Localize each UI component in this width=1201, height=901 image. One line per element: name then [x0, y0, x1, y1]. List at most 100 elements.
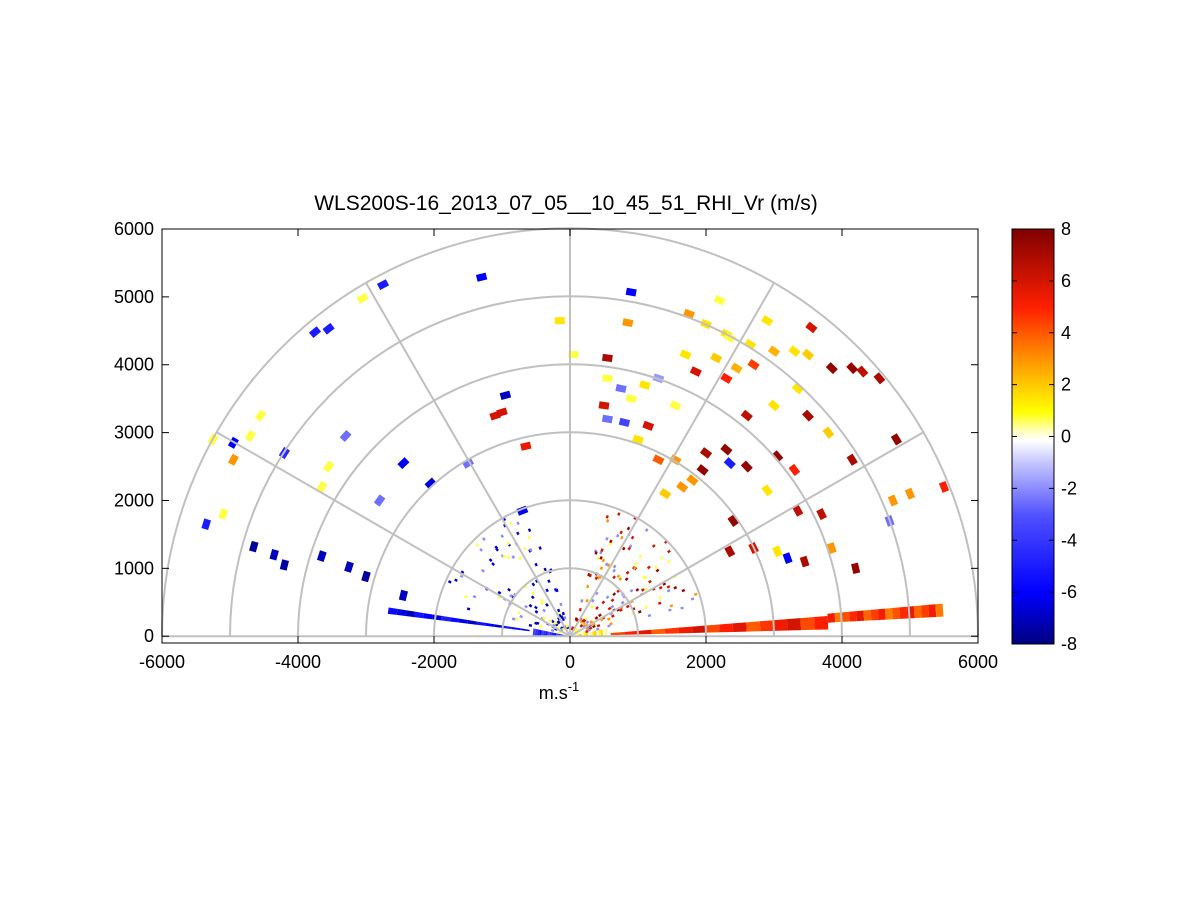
speckle-gate	[599, 556, 603, 560]
sector-cell-near-field-right	[587, 631, 591, 637]
speckle-gate	[528, 623, 533, 627]
speckle-gate	[612, 568, 616, 573]
data-point-16	[322, 460, 335, 473]
speckle-gate	[509, 594, 513, 598]
data-point-28	[499, 390, 512, 400]
speckle-gate	[598, 613, 602, 618]
sector-cell-low-right-far	[913, 605, 922, 619]
colorbar-tick-label: -8	[1061, 634, 1077, 654]
x-axis-label: m.s-1	[539, 679, 580, 703]
speckle-gate	[630, 535, 635, 540]
speckle-gate	[542, 608, 547, 613]
speckle-gate	[608, 542, 613, 546]
speckle-gate	[606, 617, 611, 621]
data-point-37	[598, 401, 610, 410]
data-point-39	[601, 353, 613, 363]
speckle-gate	[648, 579, 652, 584]
data-point-2	[249, 540, 259, 553]
y-axis-ticks: 0 1000 2000 3000 4000 5000 6000	[114, 219, 978, 646]
speckle-gate	[600, 617, 604, 622]
speckle-gate	[617, 512, 621, 516]
speckle-gate	[591, 622, 596, 626]
speckle-gate	[596, 556, 600, 561]
speckle-gate	[563, 615, 567, 620]
colorbar-tick-label: 2	[1061, 375, 1071, 395]
sector-cell-low-left-band	[520, 628, 530, 632]
speckle-gate	[500, 534, 505, 539]
speckle-gate	[610, 598, 615, 603]
speckle-gate	[534, 562, 538, 567]
speckle-gate	[612, 564, 617, 569]
speckle-gate	[522, 546, 527, 551]
speckle-gate	[610, 614, 615, 618]
speckle-gate	[681, 588, 686, 593]
data-point-40	[615, 384, 627, 393]
speckle-gate	[464, 595, 469, 599]
speckle-gate	[616, 574, 621, 579]
speckle-gate	[657, 601, 662, 605]
speckle-gate	[472, 594, 477, 599]
sector-cell-near-field-left	[547, 631, 551, 637]
speckle-gate	[606, 519, 610, 523]
speckle-gate	[511, 555, 516, 560]
data-point-83	[873, 372, 886, 385]
speckle-gate	[629, 588, 634, 593]
data-point-36	[601, 374, 613, 383]
sector-cell-low-right-far	[884, 608, 893, 620]
speckle-gate	[640, 588, 645, 592]
sector-cell-low-left-band	[494, 624, 504, 628]
speckle-gate	[605, 595, 610, 600]
data-point-48	[652, 454, 665, 466]
data-point-73	[767, 345, 781, 357]
speckle-gate	[548, 619, 553, 623]
speckle-gate	[655, 568, 660, 573]
speckle-gate	[609, 539, 613, 544]
speckle-gate	[627, 546, 632, 551]
speckle-gate	[475, 543, 480, 547]
speckle-gate	[539, 624, 543, 629]
x-tick-label: -2000	[411, 652, 457, 672]
speckle-gate	[644, 605, 649, 609]
speckle-gate	[668, 608, 672, 612]
sector-cell-low-right-band	[719, 623, 734, 633]
data-point-11	[227, 453, 239, 466]
speckle-gate	[495, 547, 499, 552]
speckle-gate	[643, 576, 648, 581]
sector-cell-low-right-band	[692, 625, 706, 634]
data-point-38	[601, 414, 613, 424]
speckle-gate	[540, 598, 544, 603]
sector-cell-low-right-band	[800, 617, 815, 631]
data-point-23	[308, 326, 322, 339]
sector-cell-low-right-band	[786, 618, 802, 631]
speckle-gate	[637, 610, 642, 614]
speckle-gate	[447, 580, 452, 584]
speckle-gate	[594, 616, 599, 620]
data-point-8	[398, 589, 408, 602]
data-point-32	[554, 316, 565, 325]
sector-cell-low-left-band	[449, 617, 460, 623]
speckle-gate	[553, 621, 558, 625]
speckle-gate	[582, 630, 586, 635]
data-point-47	[642, 420, 655, 431]
data-point-72	[767, 399, 781, 412]
data-point-81	[846, 362, 859, 375]
speckle-gate	[601, 600, 606, 605]
speckle-gate	[646, 565, 651, 570]
speckle-gate	[586, 584, 590, 589]
speckle-gate	[673, 586, 678, 590]
data-point-71	[761, 315, 774, 327]
speckle-gate	[605, 514, 609, 519]
data-point-18	[373, 494, 386, 507]
colorbar-tick-label: 4	[1061, 323, 1071, 343]
data-point-102	[727, 514, 739, 527]
data-point-52	[659, 488, 672, 500]
data-point-44	[669, 400, 682, 411]
speckle-gate	[604, 562, 609, 567]
sector-cell-low-right-far	[892, 607, 901, 620]
data-point-57	[740, 460, 753, 473]
data-point-24	[322, 322, 335, 335]
sector-cell-low-right-far	[899, 606, 908, 619]
speckle-gate	[561, 611, 565, 616]
chart-title: WLS200S-16_2013_07_05__10_45_51_RHI_Vr (…	[314, 192, 818, 215]
colorbar-tick-label: -2	[1061, 478, 1077, 498]
